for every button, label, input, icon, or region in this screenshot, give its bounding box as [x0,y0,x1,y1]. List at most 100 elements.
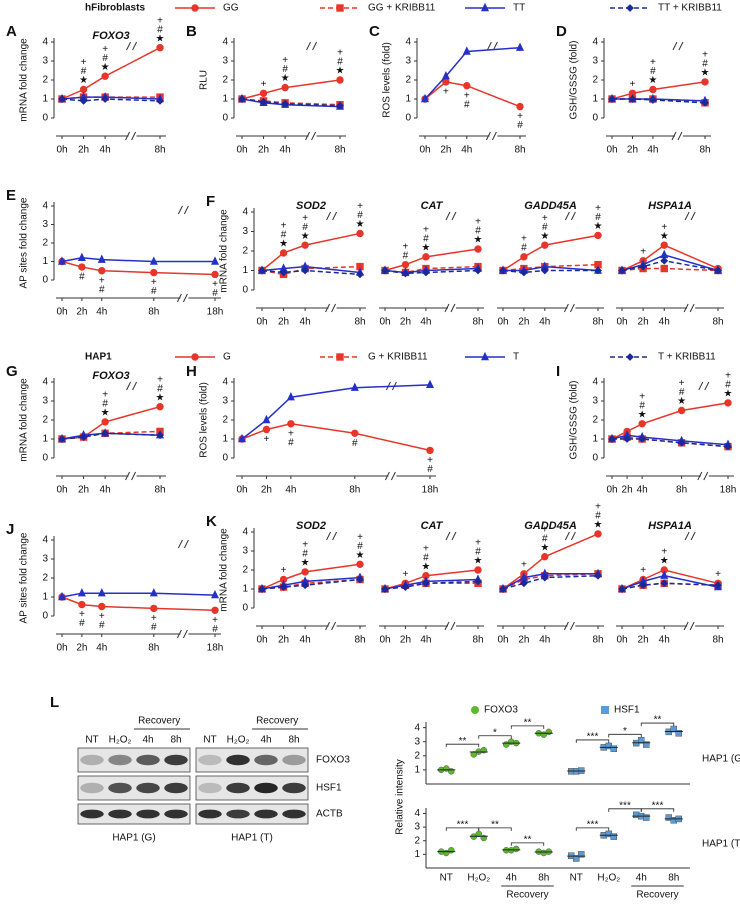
marker [426,446,434,455]
series-line [384,569,479,590]
significance-mark: # [542,533,548,544]
chart-title: GADD45A [524,520,577,532]
marker [474,577,482,586]
marker [677,438,686,447]
panel-label: I [556,363,560,380]
significance-bracket [478,827,512,831]
y-tick-label: 4 [242,207,248,218]
significance-mark: + [650,57,656,68]
significance-mark: + [725,371,731,382]
significance-mark: ★ [677,396,686,407]
significance-mark: + [702,50,708,61]
series-line [241,423,431,452]
significance-mark: # [79,272,85,283]
series-line [241,98,341,107]
y-tick-label: 0 [405,113,411,124]
y-tick-label: 0 [222,453,228,464]
x-tick-label: 0h [419,145,430,156]
legend-label: TT + KRIBB11 [658,3,722,14]
legend-label: TT [513,3,525,14]
marker [301,568,309,576]
marker [519,579,528,588]
y-axis-label: AP sites fold change [19,197,30,288]
significance-mark: + [661,547,667,558]
y-tick-label: 1 [242,584,248,595]
marker [541,553,549,561]
y-tick-label: 0 [42,611,48,622]
cell-line-label: HAP1 (T) [231,833,273,844]
significance-mark: + [475,217,481,228]
marker [259,89,268,98]
blot-band [164,754,188,766]
axis-break [444,621,456,631]
recovery-label: Recovery [138,716,180,727]
significance-mark: ★ [594,221,603,232]
marker [79,96,88,105]
marker [279,268,288,277]
marker [516,42,524,51]
x-tick-label: 2h [76,307,87,318]
blot-band [254,782,278,794]
marker [701,98,709,107]
significance-bracket [640,722,675,727]
y-axis-label: ROS levels (fold) [199,382,210,458]
series-line [384,269,479,275]
marker [258,585,266,593]
y-tick-label: 4 [42,201,48,212]
marker [474,266,482,275]
x-tick-label: 0h [56,307,67,318]
marker [714,266,722,275]
marker [356,560,364,568]
significance-mark: # [302,549,308,560]
significance-mark: # [102,399,108,410]
y-tick-label: 3 [242,546,248,557]
blot-band [108,754,132,766]
line-break [684,211,696,221]
marker [470,751,477,758]
y-tick-label: 1 [592,94,598,105]
marker [520,253,528,261]
y-tick-label: 4 [592,377,598,388]
marker [701,78,709,86]
blot-band [226,754,250,766]
x-tick-label: 8h [668,873,679,884]
significance-mark: ★ [301,558,310,569]
significance-mark: ★ [724,389,733,400]
x-tick-label: 8h [592,317,603,328]
marker [724,442,732,451]
x-tick-label: 0h [497,635,508,646]
x-tick-label: 4h [636,873,647,884]
significance-mark: ★ [421,561,430,572]
line-break [126,381,138,391]
significance-mark: + [464,90,470,101]
marker [441,71,450,80]
x-tick-label: 2h [440,145,451,156]
marker [724,399,732,407]
legend-title: HAP1 [85,352,112,363]
marker [281,83,289,92]
x-tick-label: 4h [659,317,670,328]
series-line [621,582,719,590]
chart-title: GADD45A [524,200,577,212]
significance-label: ** [524,718,532,729]
legend-marker [626,4,634,12]
lane-label: 4h [142,735,153,746]
marker [422,579,430,588]
marker [594,231,602,240]
x-tick-label: 2h [278,635,289,646]
series-line [61,432,161,440]
panel-label: G [6,363,18,380]
significance-mark: + [99,611,105,622]
y-tick-label: 2 [242,246,248,257]
marker [101,429,110,438]
marker [351,429,359,437]
chart-title: HSPA1A [648,200,692,212]
marker [675,730,682,737]
significance-mark: ★ [701,68,710,79]
significance-mark: # [212,288,218,299]
group-label: Recovery [506,890,548,901]
cell-line-label: HAP1 (G) [112,833,155,844]
significance-mark: # [650,66,656,77]
